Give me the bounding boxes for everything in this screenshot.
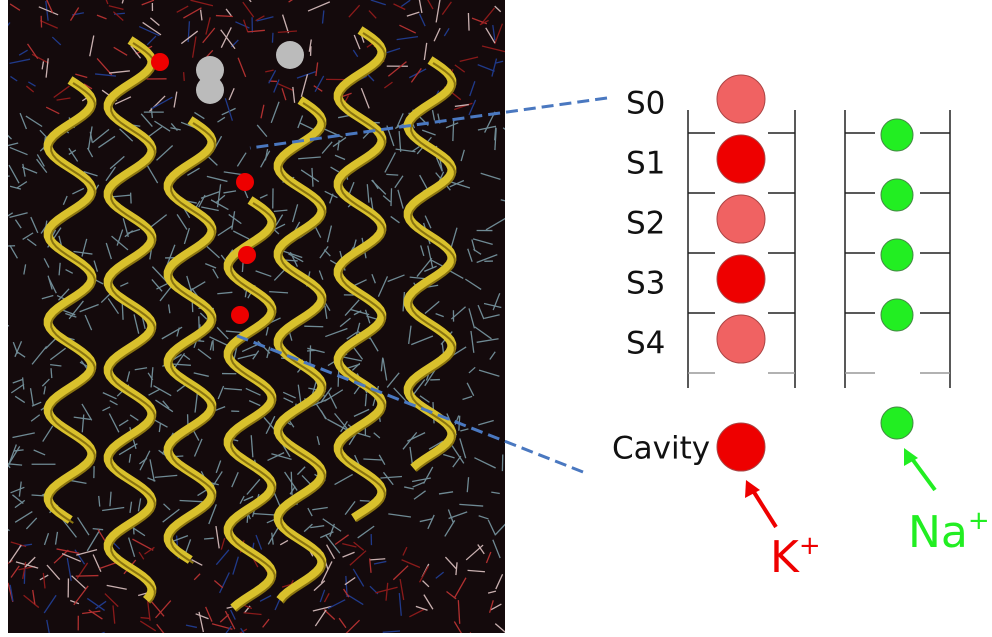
arrow xyxy=(910,456,935,490)
k-ion xyxy=(717,423,765,471)
mesh-line xyxy=(360,501,370,502)
site-label: S0 xyxy=(626,86,665,122)
mesh-line xyxy=(291,472,292,495)
mesh-line xyxy=(307,350,315,351)
mesh-line xyxy=(453,120,454,141)
atom xyxy=(196,76,224,104)
site-label: S4 xyxy=(626,326,665,362)
k-ion xyxy=(717,75,765,123)
atom xyxy=(231,306,249,324)
page: Cavity K+ Na+ S0S1S2S3S4 (() => { const … xyxy=(0,0,992,637)
atom xyxy=(276,41,304,69)
mesh-line xyxy=(0,326,9,327)
na-ion xyxy=(881,239,913,271)
mesh-line xyxy=(503,128,516,138)
ion-symbol: K xyxy=(770,532,800,583)
ions xyxy=(717,75,913,471)
k-ion xyxy=(717,135,765,183)
ion-charge: + xyxy=(799,531,821,561)
arrow xyxy=(752,489,776,527)
mesh-line xyxy=(391,188,392,206)
mesh-line xyxy=(216,16,233,17)
mesh-line xyxy=(51,368,52,378)
mesh-line xyxy=(386,174,398,175)
mesh-line xyxy=(242,262,243,272)
mesh-line xyxy=(272,33,273,43)
figure: Cavity K+ Na+ S0S1S2S3S4 xyxy=(0,0,992,633)
k-ion xyxy=(717,255,765,303)
ion-symbol: Na xyxy=(908,507,968,558)
site-label: S3 xyxy=(626,266,665,302)
mesh-line xyxy=(184,72,185,81)
cavity-label: Cavity xyxy=(612,431,710,467)
mesh-line xyxy=(76,576,99,577)
atom xyxy=(236,173,254,191)
site-label: S1 xyxy=(626,146,665,182)
mesh-line xyxy=(304,326,323,327)
k-ion xyxy=(717,315,765,363)
atom xyxy=(238,246,256,264)
na-ion xyxy=(881,407,913,439)
ion-charge: + xyxy=(968,506,990,536)
na-ion xyxy=(881,299,913,331)
k-label: K+ xyxy=(770,531,821,584)
na-label: Na+ xyxy=(908,506,990,559)
na-ion xyxy=(881,119,913,151)
na-ion xyxy=(881,179,913,211)
mesh-line xyxy=(0,246,15,247)
k-ion xyxy=(717,195,765,243)
atom xyxy=(151,53,169,71)
site-label: S2 xyxy=(626,206,665,242)
mesh-line xyxy=(468,13,469,31)
mesh-line xyxy=(141,618,150,619)
mesh-line xyxy=(204,538,214,539)
